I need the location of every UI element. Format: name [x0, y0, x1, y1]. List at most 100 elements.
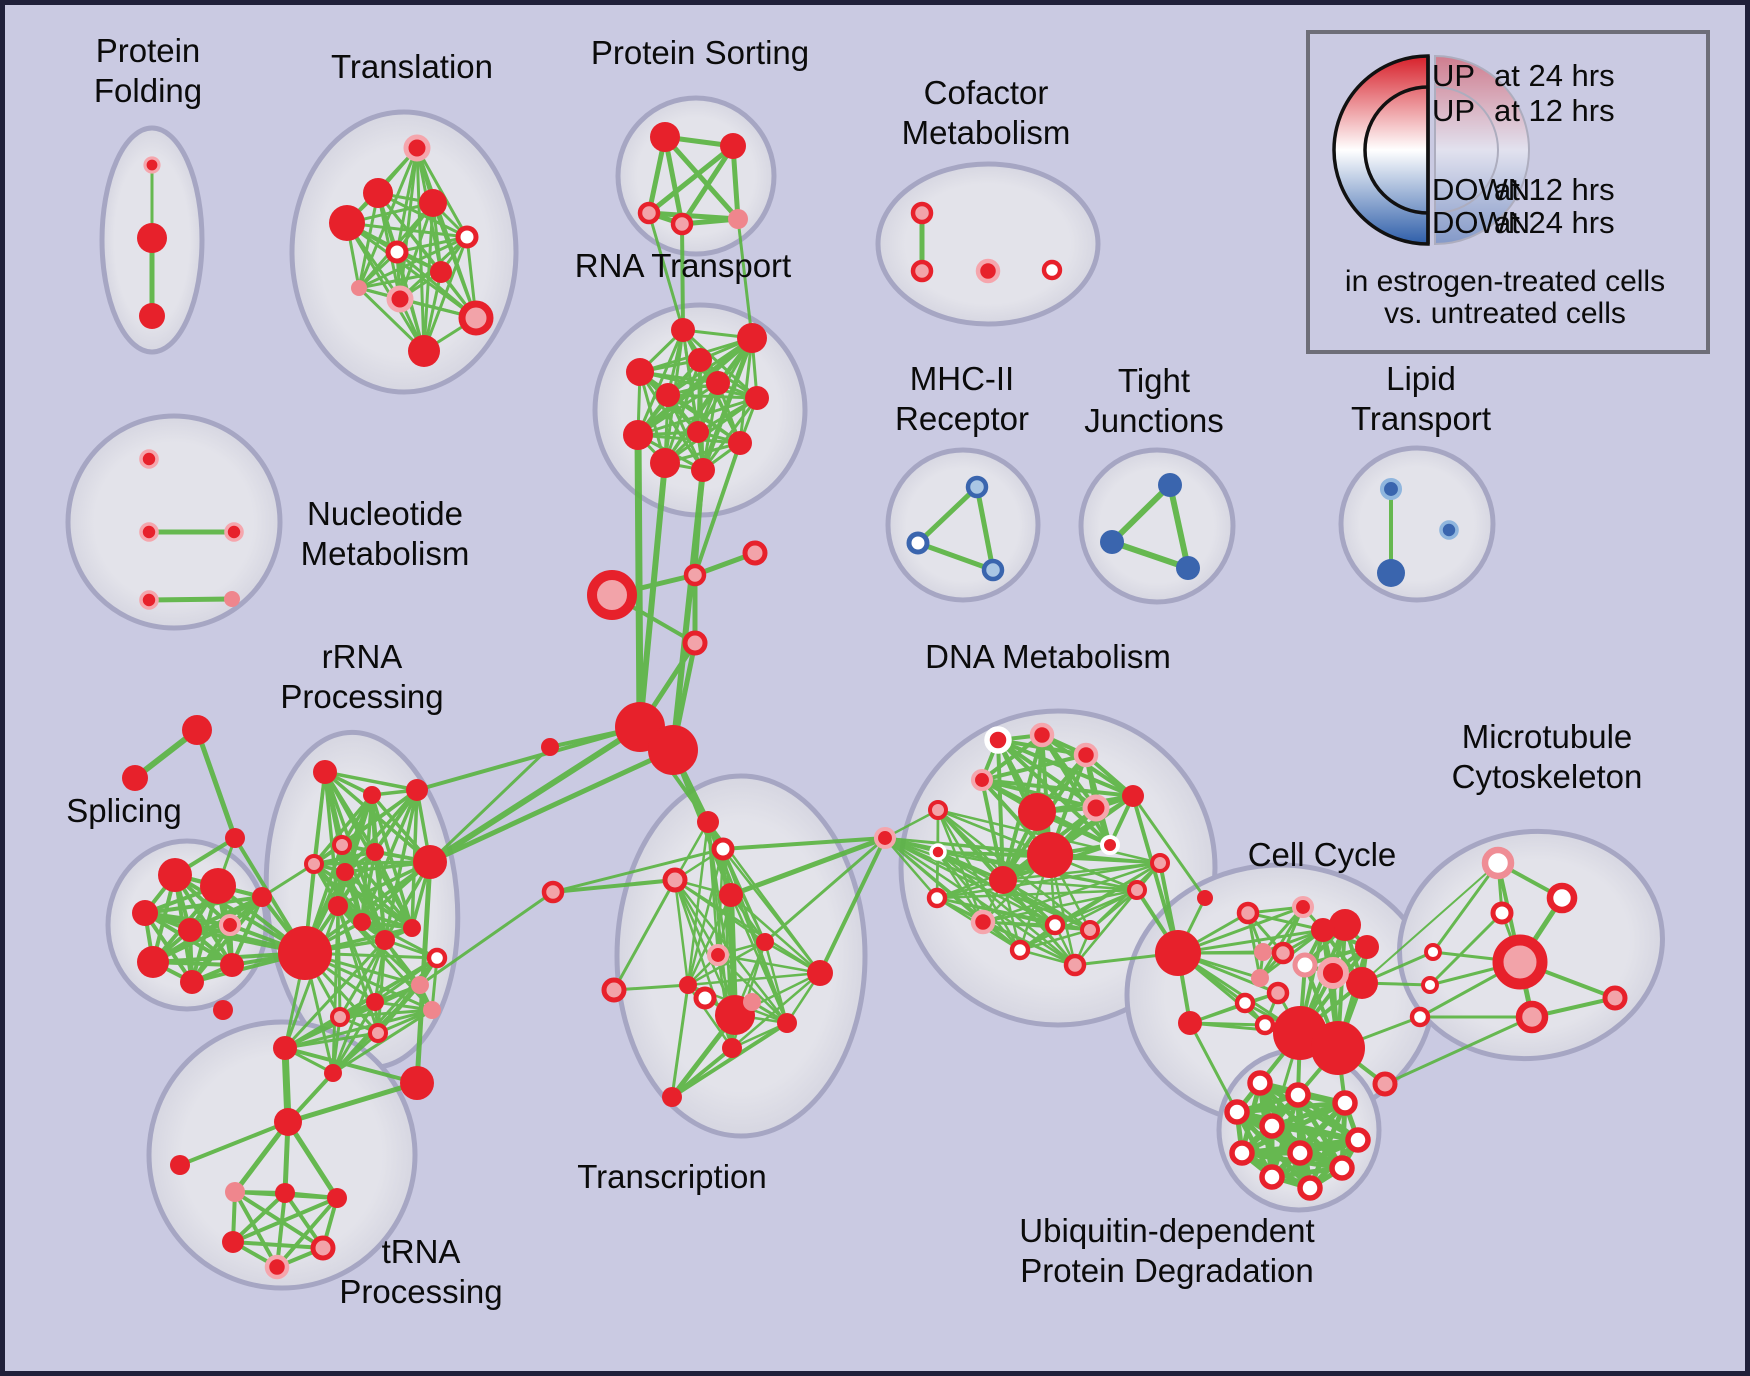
edge-tj2-tj3 [1109, 539, 1191, 571]
node-lt1 [1379, 477, 1403, 501]
edge-cc17-u3 [1188, 1021, 1239, 1114]
mesh-edge-3 [190, 895, 264, 984]
node-rr13 [426, 947, 448, 969]
mesh-edge-7 [686, 971, 822, 987]
node-t7 [430, 261, 452, 283]
node-pf3 [139, 303, 165, 329]
node-rr11 [375, 930, 395, 950]
node-u11 [1297, 1175, 1323, 1201]
mesh-edge-9 [1073, 888, 1139, 967]
legend-wheel-right-inner [1434, 86, 1499, 214]
legend-time-1: at 12 hrs [1494, 93, 1615, 128]
node-rt7 [745, 386, 769, 410]
node-cc14 [1254, 1014, 1276, 1036]
edge-tx13-tx10 [670, 1021, 789, 1099]
edge-mh1-mh2 [915, 484, 980, 546]
node-nm4 [139, 590, 159, 610]
cluster-label-splicing: Splicing [66, 792, 182, 829]
node-rt9 [687, 421, 709, 443]
legend-wheel-left-outer [1332, 54, 1430, 246]
mesh-edge-4 [336, 793, 374, 908]
node-cn3 [742, 540, 768, 566]
node-ps5 [728, 209, 748, 229]
cluster-label-ubiquitin-degradation: Protein Degradation [1020, 1252, 1314, 1289]
node-dm8 [1018, 793, 1056, 831]
node-rt5 [706, 371, 730, 395]
cluster-ellipse-mhc-ii-receptor [885, 447, 1041, 603]
cluster-label-cofactor-metabolism: Cofactor [924, 74, 1049, 111]
node-dm16 [1127, 880, 1147, 900]
node-rt10 [728, 431, 752, 455]
cluster-label-protein-folding: Protein [96, 32, 201, 69]
edge-tj1-tj2 [1109, 482, 1173, 545]
node-t11 [408, 335, 440, 367]
node-tx11 [722, 1038, 742, 1058]
cluster-label-mhc-ii-receptor: Receptor [895, 400, 1029, 437]
mesh-edge-6 [233, 1190, 325, 1250]
node-cc8 [1292, 952, 1318, 978]
cluster-label-mhc-ii-receptor: MHC-II [910, 360, 1014, 397]
node-cc1 [1236, 901, 1260, 925]
node-dm3 [1073, 742, 1099, 768]
edge-mh1-mh3 [974, 484, 996, 573]
edge-rt2-rt8 [635, 335, 755, 438]
edge-tx2-dm9 [721, 836, 887, 851]
mesh-edge-7 [686, 820, 710, 987]
node-cc2 [1291, 895, 1315, 919]
node-tn2 [170, 1155, 190, 1175]
node-ps3 [637, 201, 661, 225]
node-mt5 [1515, 1000, 1549, 1034]
node-tx10 [777, 1013, 797, 1033]
edge-cc19-mt5 [1383, 1015, 1534, 1086]
node-rr21 [368, 1023, 388, 1043]
edge-rr19-tn1 [285, 1080, 420, 1125]
node-cc10 [1346, 967, 1378, 999]
cluster-label-lipid-transport: Lipid [1386, 360, 1456, 397]
node-rr7 [366, 843, 384, 861]
mesh-edge-6 [275, 1191, 287, 1269]
node-u4 [1332, 1090, 1358, 1116]
node-cc0 [1155, 930, 1201, 976]
node-u2 [1285, 1082, 1311, 1108]
node-rr12 [403, 919, 421, 937]
node-tx15 [743, 993, 761, 1011]
node-pf1 [143, 156, 161, 174]
cluster-label-cell-cycle: Cell Cycle [1248, 836, 1397, 873]
node-rt11 [650, 448, 680, 478]
mesh-edge-4 [336, 904, 414, 930]
edge-rt12-cn2 [693, 468, 705, 577]
mesh-edge-9 [935, 888, 1139, 900]
node-cc16 [1311, 1021, 1365, 1075]
edge-rt2-rt12 [700, 335, 755, 473]
mesh-edge-7 [721, 847, 822, 975]
mesh-edge-0 [357, 146, 419, 290]
mesh-edge-1 [662, 134, 741, 222]
node-tj3 [1176, 556, 1200, 580]
node-cc9 [1317, 957, 1349, 989]
node-tx6 [706, 943, 730, 967]
node-hub2 [648, 725, 698, 775]
mesh-edge-0 [357, 235, 469, 290]
node-rr14 [411, 976, 429, 994]
node-u7 [1229, 1140, 1255, 1166]
node-rr20 [324, 1064, 342, 1082]
mesh-edge-8 [980, 733, 1044, 782]
node-rt8 [623, 420, 653, 450]
cluster-label-rrna-processing: Processing [280, 678, 443, 715]
edge-rt11-hub1 [637, 460, 668, 730]
node-u8 [1287, 1140, 1313, 1166]
mesh-edge-2 [701, 396, 759, 472]
mesh-edge-5 [338, 1008, 434, 1019]
mesh-edge-0 [357, 270, 443, 290]
node-cf1 [910, 201, 934, 225]
node-rr17 [213, 1000, 233, 1020]
node-cc11 [1251, 969, 1269, 987]
mesh-edge-9 [1001, 878, 1139, 892]
edge-tx13-tx7 [670, 983, 690, 1099]
edge-ps4-rt1 [680, 222, 685, 332]
node-cc3 [1311, 918, 1335, 942]
mesh-edge-0 [345, 221, 478, 320]
mesh-edge-7 [763, 940, 789, 1025]
